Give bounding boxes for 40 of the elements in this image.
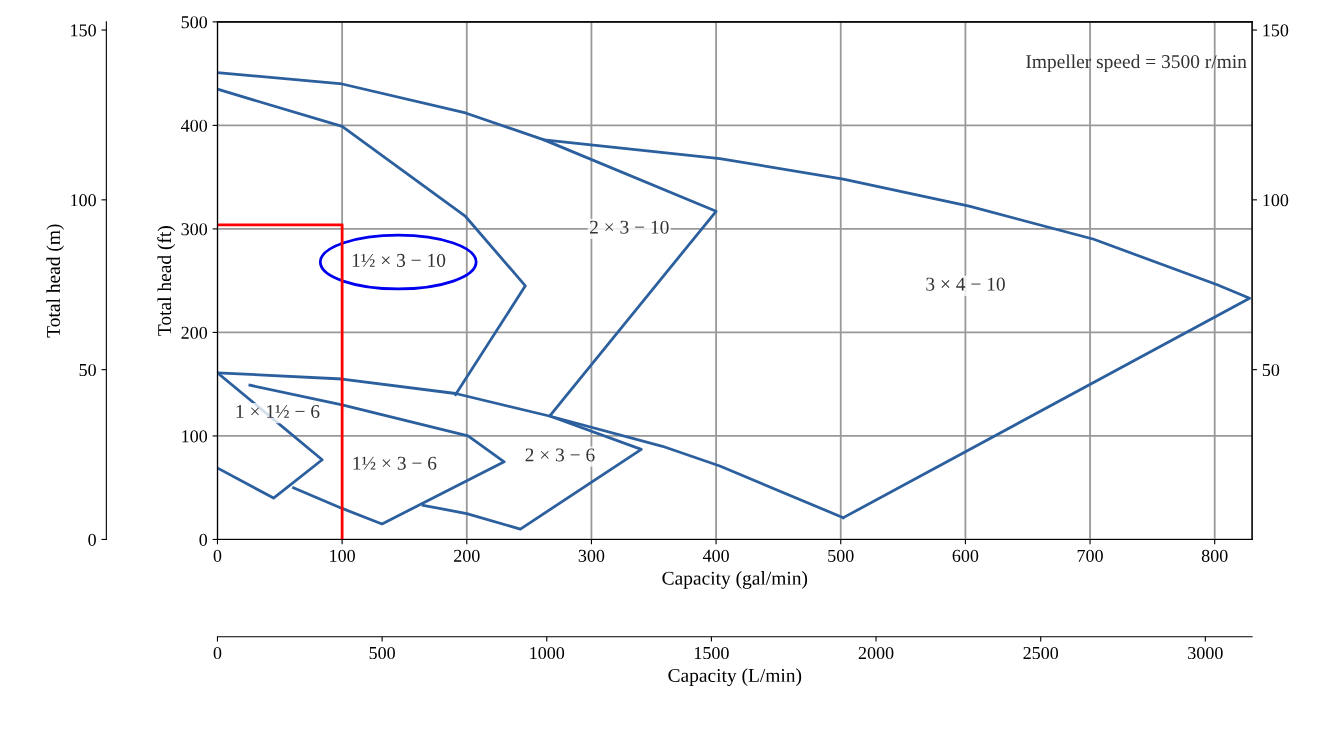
y-axis-title: Total head (ft)	[157, 226, 176, 336]
y2-tick-label: 150	[1263, 24, 1289, 37]
x-tick-label: 300	[578, 549, 605, 562]
x2-tick-label: 500	[369, 646, 395, 660]
y-tick-label: 0	[199, 533, 208, 546]
x-tick-label: 200	[454, 549, 480, 562]
annotation: 1½ × 3 − 10	[352, 253, 446, 267]
x-tick-label: 0	[213, 549, 222, 562]
y3-tick-label: 0	[88, 533, 96, 546]
annotation: 2 × 3 − 10	[589, 220, 669, 234]
y3-tick-label: 50	[79, 363, 96, 377]
y-tick-label: 300	[181, 223, 208, 236]
x2-tick-label: 0	[213, 646, 222, 660]
y-tick-label: 500	[181, 16, 208, 29]
y3-tick-label: 100	[71, 194, 96, 207]
y3-axis-title: Total head (m)	[46, 224, 64, 338]
y-tick-label: 200	[181, 326, 208, 339]
y2-tick-label: 50	[1262, 363, 1280, 377]
x-tick-label: 700	[1077, 549, 1103, 562]
x-tick-label: 600	[952, 549, 979, 562]
annotation: 1 × 1½ − 6	[236, 404, 320, 419]
annotation: 1½ × 3 − 6	[353, 456, 437, 470]
x2-axis-title: Capacity (L/min)	[668, 668, 802, 687]
annotation: 3 × 4 − 10	[926, 277, 1005, 291]
x-tick-label: 500	[828, 549, 854, 562]
x-axis-title: Capacity (gal/min)	[662, 571, 808, 589]
annotation: 2 × 3 − 6	[525, 448, 595, 462]
x-tick-label: 100	[330, 549, 355, 562]
x2-tick-label: 2000	[858, 646, 894, 660]
x-tick-label: 400	[702, 549, 729, 562]
y-tick-label: 400	[181, 119, 208, 132]
x-tick-label: 800	[1201, 549, 1228, 562]
x2-tick-label: 1000	[530, 646, 565, 660]
x2-tick-label: 2500	[1023, 646, 1059, 660]
x2-tick-label: 1500	[694, 646, 729, 660]
x2-tick-label: 3000	[1188, 646, 1223, 660]
annotation: Impeller speed = 3500 r/min	[1026, 54, 1247, 73]
y3-tick-label: 150	[71, 24, 96, 37]
y2-tick-label: 100	[1263, 194, 1289, 207]
y-tick-label: 100	[182, 430, 208, 443]
